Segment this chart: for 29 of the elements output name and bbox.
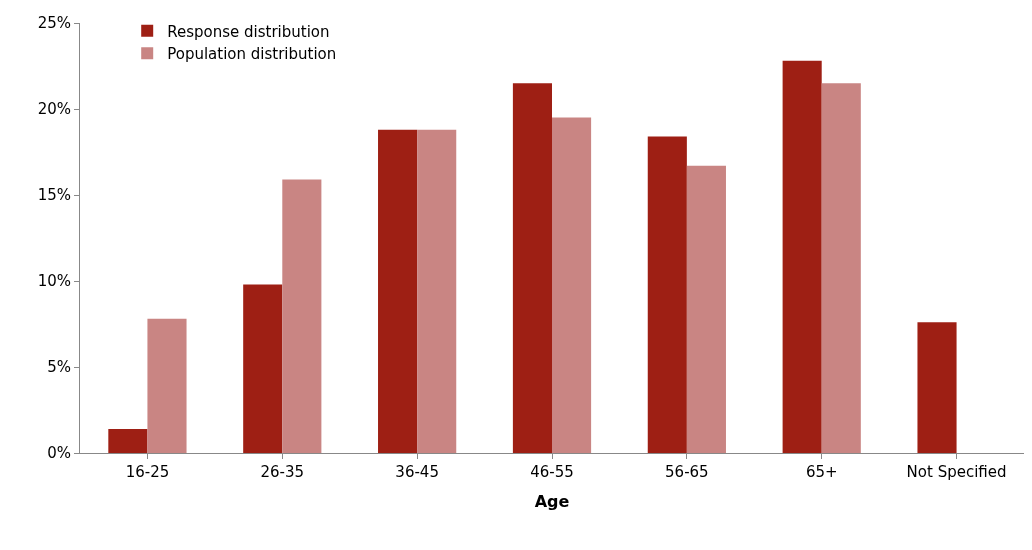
- x-tick-label: 26-35: [260, 463, 305, 481]
- y-tick-label: 0%: [47, 444, 71, 463]
- x-tick-label: 56-65: [665, 463, 709, 481]
- bar: [552, 117, 592, 453]
- bar: [686, 165, 726, 453]
- bar: [917, 322, 957, 453]
- y-tick-label: 25%: [37, 14, 71, 33]
- y-tick-label: 5%: [47, 358, 71, 377]
- x-axis-title: Age: [534, 491, 570, 511]
- bar: [821, 83, 861, 453]
- x-tick-label: 36-45: [395, 463, 439, 481]
- bar: [147, 318, 187, 453]
- x-tick-label: 65+: [805, 463, 838, 481]
- y-tick-label: 20%: [37, 100, 71, 119]
- x-tick-label: Not Specified: [906, 463, 1007, 481]
- bar: [108, 428, 148, 453]
- legend-label: Response distribution: [167, 22, 330, 41]
- y-tick-label: 15%: [37, 186, 71, 205]
- bar: [243, 284, 283, 453]
- x-tick-label: 46-55: [530, 463, 574, 481]
- bar: [512, 83, 552, 453]
- x-tick-label: 16-25: [125, 463, 170, 481]
- legend-label: Population distribution: [167, 45, 337, 63]
- y-tick-label: 10%: [37, 272, 71, 291]
- bar: [782, 60, 822, 453]
- bar: [282, 179, 322, 453]
- bar: [378, 129, 418, 453]
- bar: [417, 129, 457, 453]
- bar: [647, 136, 687, 453]
